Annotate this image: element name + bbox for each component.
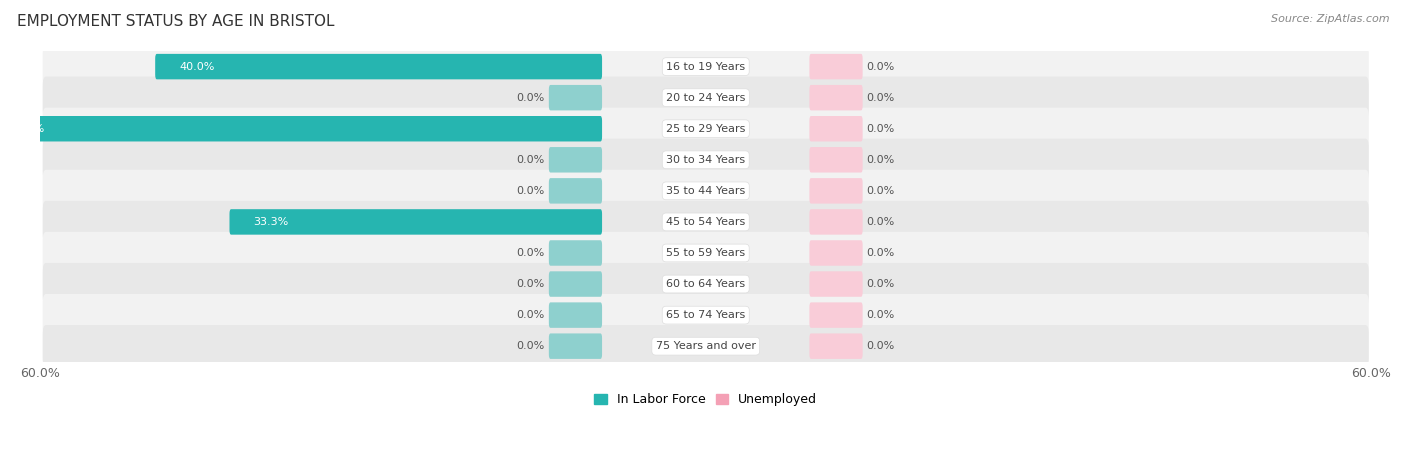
Text: 0.0%: 0.0%: [866, 92, 894, 103]
FancyBboxPatch shape: [548, 178, 602, 203]
FancyBboxPatch shape: [42, 325, 1369, 367]
FancyBboxPatch shape: [42, 201, 1369, 243]
Text: 0.0%: 0.0%: [517, 186, 546, 196]
Text: 65 to 74 Years: 65 to 74 Years: [666, 310, 745, 320]
Text: 60 to 64 Years: 60 to 64 Years: [666, 279, 745, 289]
FancyBboxPatch shape: [810, 85, 863, 110]
FancyBboxPatch shape: [548, 147, 602, 173]
Text: 0.0%: 0.0%: [517, 341, 546, 351]
FancyBboxPatch shape: [810, 302, 863, 328]
FancyBboxPatch shape: [548, 333, 602, 359]
Text: 0.0%: 0.0%: [866, 124, 894, 134]
FancyBboxPatch shape: [810, 333, 863, 359]
Text: 33.3%: 33.3%: [253, 217, 288, 227]
Text: 25 to 29 Years: 25 to 29 Years: [666, 124, 745, 134]
FancyBboxPatch shape: [42, 232, 1369, 274]
Text: 20 to 24 Years: 20 to 24 Years: [666, 92, 745, 103]
FancyBboxPatch shape: [810, 54, 863, 79]
Text: 0.0%: 0.0%: [517, 279, 546, 289]
Text: 0.0%: 0.0%: [517, 155, 546, 165]
Text: EMPLOYMENT STATUS BY AGE IN BRISTOL: EMPLOYMENT STATUS BY AGE IN BRISTOL: [17, 14, 335, 28]
FancyBboxPatch shape: [810, 116, 863, 142]
FancyBboxPatch shape: [810, 209, 863, 235]
Text: 40.0%: 40.0%: [179, 62, 214, 72]
FancyBboxPatch shape: [810, 272, 863, 297]
Text: 0.0%: 0.0%: [517, 248, 546, 258]
FancyBboxPatch shape: [810, 178, 863, 203]
Text: 55.3%: 55.3%: [10, 124, 45, 134]
FancyBboxPatch shape: [155, 54, 602, 79]
Text: 75 Years and over: 75 Years and over: [655, 341, 756, 351]
Text: 35 to 44 Years: 35 to 44 Years: [666, 186, 745, 196]
FancyBboxPatch shape: [42, 46, 1369, 88]
Text: 0.0%: 0.0%: [866, 155, 894, 165]
Text: 0.0%: 0.0%: [866, 217, 894, 227]
FancyBboxPatch shape: [42, 170, 1369, 212]
FancyBboxPatch shape: [42, 263, 1369, 305]
Text: 0.0%: 0.0%: [866, 62, 894, 72]
Text: 0.0%: 0.0%: [517, 310, 546, 320]
FancyBboxPatch shape: [42, 138, 1369, 181]
Text: 30 to 34 Years: 30 to 34 Years: [666, 155, 745, 165]
FancyBboxPatch shape: [42, 294, 1369, 336]
FancyBboxPatch shape: [810, 147, 863, 173]
FancyBboxPatch shape: [810, 240, 863, 266]
FancyBboxPatch shape: [548, 272, 602, 297]
FancyBboxPatch shape: [548, 240, 602, 266]
Text: 0.0%: 0.0%: [517, 92, 546, 103]
Text: Source: ZipAtlas.com: Source: ZipAtlas.com: [1271, 14, 1389, 23]
Text: 0.0%: 0.0%: [866, 341, 894, 351]
Legend: In Labor Force, Unemployed: In Labor Force, Unemployed: [589, 388, 823, 411]
Text: 16 to 19 Years: 16 to 19 Years: [666, 62, 745, 72]
Text: 0.0%: 0.0%: [866, 248, 894, 258]
FancyBboxPatch shape: [548, 302, 602, 328]
FancyBboxPatch shape: [229, 209, 602, 235]
Text: 45 to 54 Years: 45 to 54 Years: [666, 217, 745, 227]
Text: 0.0%: 0.0%: [866, 186, 894, 196]
FancyBboxPatch shape: [42, 108, 1369, 150]
Text: 0.0%: 0.0%: [866, 310, 894, 320]
Text: 0.0%: 0.0%: [866, 279, 894, 289]
FancyBboxPatch shape: [42, 77, 1369, 119]
Text: 55 to 59 Years: 55 to 59 Years: [666, 248, 745, 258]
FancyBboxPatch shape: [0, 116, 602, 142]
FancyBboxPatch shape: [548, 85, 602, 110]
